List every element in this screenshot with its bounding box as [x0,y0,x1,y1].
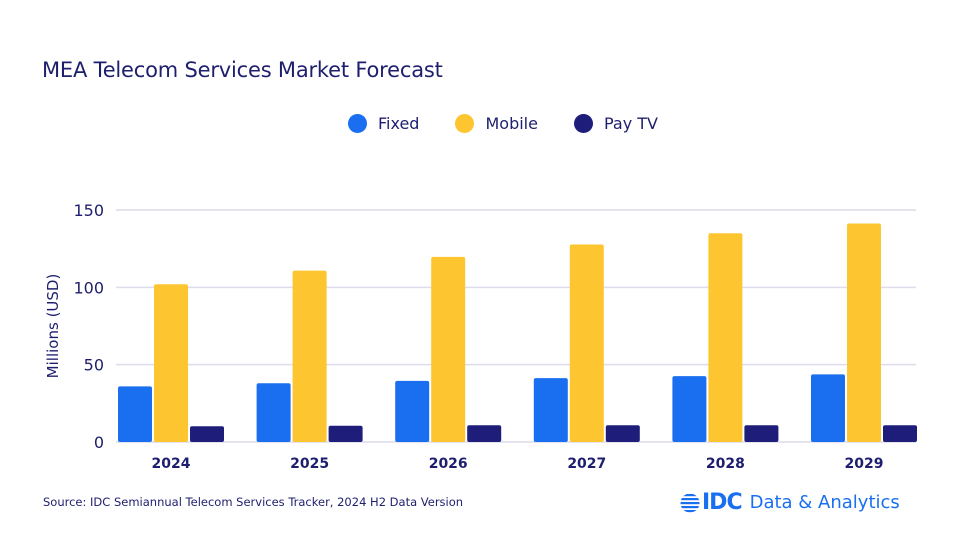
legend-label-fixed: Fixed [378,114,420,133]
idc-globe-icon [680,493,700,513]
bar-mobile-2026[interactable] [431,256,466,442]
y-tick-label: 50 [84,356,104,375]
x-tick-label: 2029 [845,456,884,472]
y-axis-title: Millions (USD) [44,274,62,379]
bar-fixed-2026[interactable] [395,380,430,442]
y-tick-label: 100 [73,278,104,297]
bar-fixed-2024[interactable] [118,386,152,442]
brand-logo: IDC Data & Analytics [680,490,900,515]
legend-item-pay-tv[interactable]: Pay TV [573,114,658,133]
legend-swatch-pay-tv [573,114,593,133]
bar-fixed-2025[interactable] [256,383,291,442]
y-tick-labels: 0 50 100 150 [73,201,104,452]
bar-mobile-2025[interactable] [292,270,327,442]
bar-mobile-2027[interactable] [569,244,604,442]
bar-mobile-2029[interactable] [847,223,881,442]
legend-item-fixed[interactable]: Fixed [348,114,419,133]
bar-pay-tv-2029[interactable] [883,425,917,442]
brand-tagline: Data & Analytics [749,492,900,513]
legend-label-mobile: Mobile [485,114,538,133]
x-tick-label: 2026 [429,456,468,472]
bar-pay-tv-2028[interactable] [744,425,779,442]
brand-name: IDC [702,490,743,515]
bar-pay-tv-2027[interactable] [605,425,640,442]
y-tick-label: 150 [73,201,104,220]
legend-item-mobile[interactable]: Mobile [455,114,538,133]
x-tick-labels: 2024 2025 2026 2027 2028 2029 [152,456,884,472]
source-note: Source: IDC Semiannual Telecom Services … [43,495,464,509]
legend-swatch-fixed [348,114,367,133]
bar-pay-tv-2025[interactable] [328,425,363,442]
legend: Fixed Mobile Pay TV [348,114,658,133]
chart-title: MEA Telecom Services Market Forecast [42,58,443,82]
legend-swatch-mobile [455,114,475,133]
bar-fixed-2029[interactable] [811,374,845,442]
x-tick-label: 2024 [152,456,191,472]
gridlines [116,209,916,443]
bar-pay-tv-2024[interactable] [190,426,224,442]
bar-mobile-2024[interactable] [154,284,188,442]
bars [118,223,917,442]
y-tick-label: 0 [94,433,104,452]
bar-fixed-2027[interactable] [533,378,568,442]
bar-pay-tv-2026[interactable] [467,425,502,442]
legend-label-pay-tv: Pay TV [603,114,658,133]
x-tick-label: 2025 [290,456,329,472]
bar-fixed-2028[interactable] [672,376,707,442]
x-tick-label: 2027 [567,456,606,472]
x-tick-label: 2028 [706,456,745,472]
bar-mobile-2028[interactable] [708,233,743,442]
